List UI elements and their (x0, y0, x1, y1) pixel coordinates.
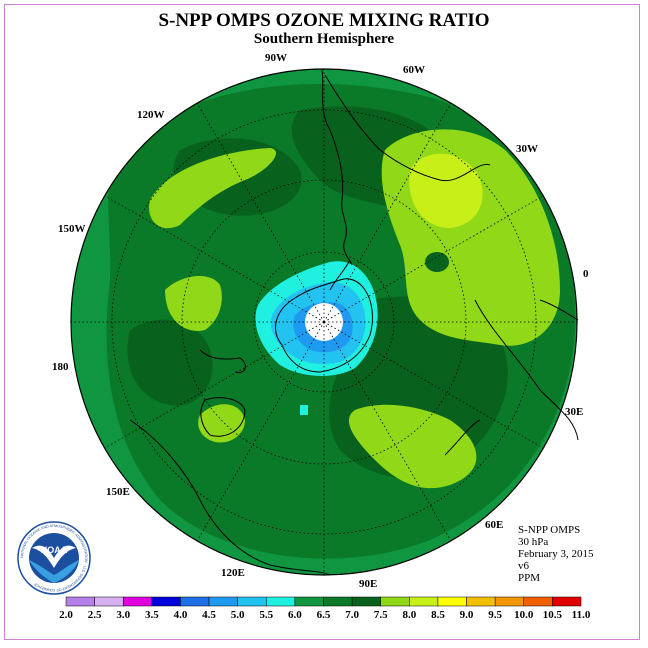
scale-tick-label: 4.5 (202, 609, 216, 621)
madagascar-coast (444, 419, 481, 456)
lon-label-180: 180 (52, 361, 69, 373)
info-version: v6 (518, 560, 529, 572)
scale-swatch (208, 596, 238, 607)
scale-swatch (437, 596, 467, 607)
scale-swatch (294, 596, 324, 607)
lon-label-0: 0 (583, 268, 589, 280)
antarctic-peninsula (329, 259, 351, 291)
info-level: 30 hPa (518, 536, 549, 548)
africa-west-coast (539, 299, 579, 321)
lon-label-150w: 150W (58, 223, 86, 235)
scale-swatch (237, 596, 267, 607)
ozone-band-7.0-wsw (127, 319, 213, 406)
latitude-ring-40 (181, 179, 467, 465)
scale-swatch (122, 596, 153, 607)
lon-label-90e: 90E (359, 578, 377, 590)
ozone-band-7.5-c (165, 275, 222, 331)
south-america-east-coast (324, 74, 491, 182)
map-title: S-NPP OMPS OZONE MIXING RATIO (158, 10, 490, 31)
scale-tick-label: 2.5 (88, 609, 102, 621)
scale-swatch (494, 596, 525, 607)
info-block: S-NPP OMPS 30 hPa February 3, 2015 v6 PP… (518, 524, 593, 584)
lon-label-120w: 120W (137, 109, 165, 121)
scale-tick-label: 3.5 (145, 609, 159, 621)
scale-tick-label: 5.0 (231, 609, 245, 621)
ozone-band-5.5-speck (300, 405, 308, 415)
ozone-band-7.5-b (149, 148, 276, 229)
scale-tick-label: 6.5 (317, 609, 331, 621)
noaa-logo: NOAA NATIONAL OCEANIC AND ATMOSPHERIC AD… (17, 521, 91, 595)
scale-swatch (380, 596, 410, 607)
scale-swatch (351, 596, 381, 607)
lon-label-30w: 30W (516, 143, 538, 155)
scale-swatch (552, 596, 582, 607)
scale-tick-label: 7.0 (345, 609, 359, 621)
scale-tick-label: 11.0 (572, 609, 591, 621)
info-date: February 3, 2015 (518, 548, 594, 560)
scale-tick-label: 10.5 (543, 609, 563, 621)
color-scale-labels: 2.0 2.5 3.0 3.5 4.0 4.5 5.0 5.5 6.0 6.5 7.0 7.5 8.0 8… (59, 609, 591, 621)
scale-swatch (409, 596, 439, 607)
scale-tick-label: 7.5 (374, 609, 388, 621)
ozone-field (71, 69, 577, 575)
scale-swatch (523, 596, 553, 607)
scale-tick-label: 10.0 (514, 609, 534, 621)
scale-swatch (65, 596, 95, 607)
color-scale-boxes (65, 596, 582, 607)
info-instrument: S-NPP OMPS (518, 524, 581, 536)
south-america-coast (321, 69, 353, 266)
scale-tick-label: 8.0 (402, 609, 416, 621)
ozone-band-8.0 (409, 153, 483, 228)
color-scale: 2.0 2.5 3.0 3.5 4.0 4.5 5.0 5.5 6.0 6.5 7.0 7.5 8.0 8… (59, 596, 591, 621)
lon-label-120e: 120E (221, 567, 245, 579)
lon-label-30e: 30E (565, 406, 583, 418)
ozone-band-7.5-e (198, 404, 245, 443)
scale-swatch (94, 596, 124, 607)
scale-tick-label: 6.0 (288, 609, 302, 621)
coastlines (129, 69, 579, 576)
scale-swatch (466, 596, 496, 607)
scale-swatch (180, 596, 210, 607)
new-zealand-coast (199, 349, 246, 374)
scale-swatch (323, 596, 353, 607)
lon-label-150e: 150E (106, 486, 130, 498)
map-boundary (70, 68, 578, 576)
scale-tick-label: 5.5 (259, 609, 273, 621)
lon-label-60e: 60E (485, 519, 503, 531)
scale-tick-label: 2.0 (59, 609, 73, 621)
antarctica-coast (275, 278, 373, 373)
scale-tick-label: 3.0 (116, 609, 130, 621)
graticule (71, 69, 577, 575)
ozone-band-7.5-d (348, 404, 477, 489)
tasmania-region-coast (200, 397, 246, 437)
noaa-logo-text: NOAA (41, 545, 68, 555)
australia-coast (129, 419, 331, 576)
ozone-band-7.0-spot (425, 252, 449, 272)
scale-tick-label: 9.5 (488, 609, 502, 621)
scale-tick-label: 4.0 (174, 609, 188, 621)
lon-label-60w: 60W (403, 64, 425, 76)
scale-tick-label: 9.0 (460, 609, 474, 621)
lon-label-90w: 90W (265, 52, 287, 64)
latitude-ring-70 (253, 251, 395, 393)
africa-coast (474, 299, 579, 441)
scale-swatch (266, 596, 296, 607)
scale-swatch (151, 596, 181, 607)
scale-tick-label: 8.5 (431, 609, 445, 621)
info-units: PPM (518, 572, 541, 584)
map-subtitle: Southern Hemisphere (253, 31, 395, 47)
